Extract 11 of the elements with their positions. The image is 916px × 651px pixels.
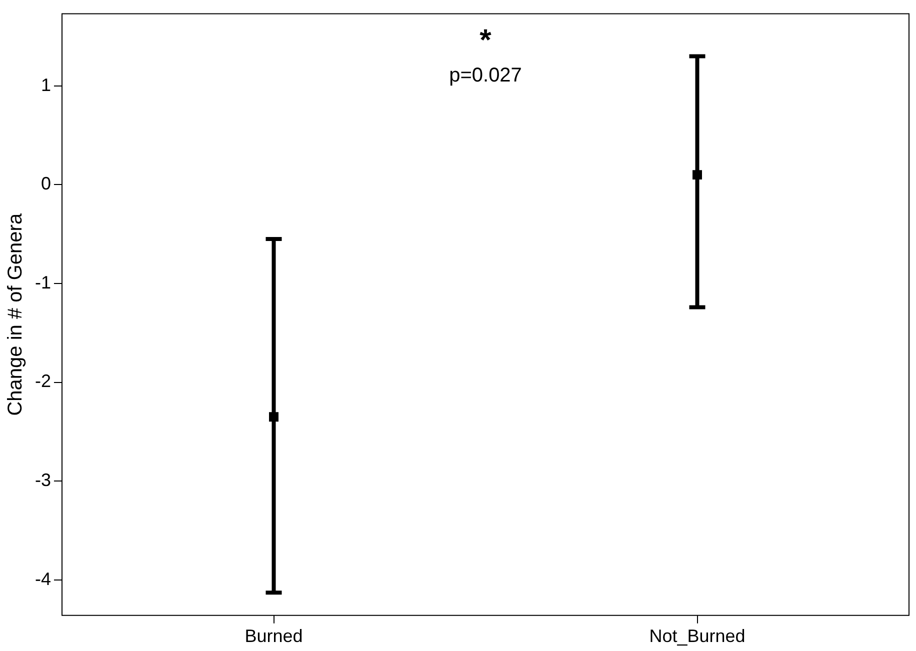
y-axis-title: Change in # of Genera [4, 212, 27, 416]
y-tick-label: -2 [34, 371, 52, 392]
y-tick-label: 0 [40, 174, 52, 194]
annotation: * [480, 24, 492, 58]
y-tick-label: -4 [34, 568, 52, 589]
x-tick-label: Not_Burned [649, 626, 746, 646]
annotation: p=0.027 [449, 64, 522, 86]
y-tick-label: -3 [34, 470, 52, 490]
y-tick-label: 1 [40, 74, 52, 95]
y-tick-label: -1 [34, 272, 52, 292]
x-tick-label: Burned [244, 626, 303, 646]
